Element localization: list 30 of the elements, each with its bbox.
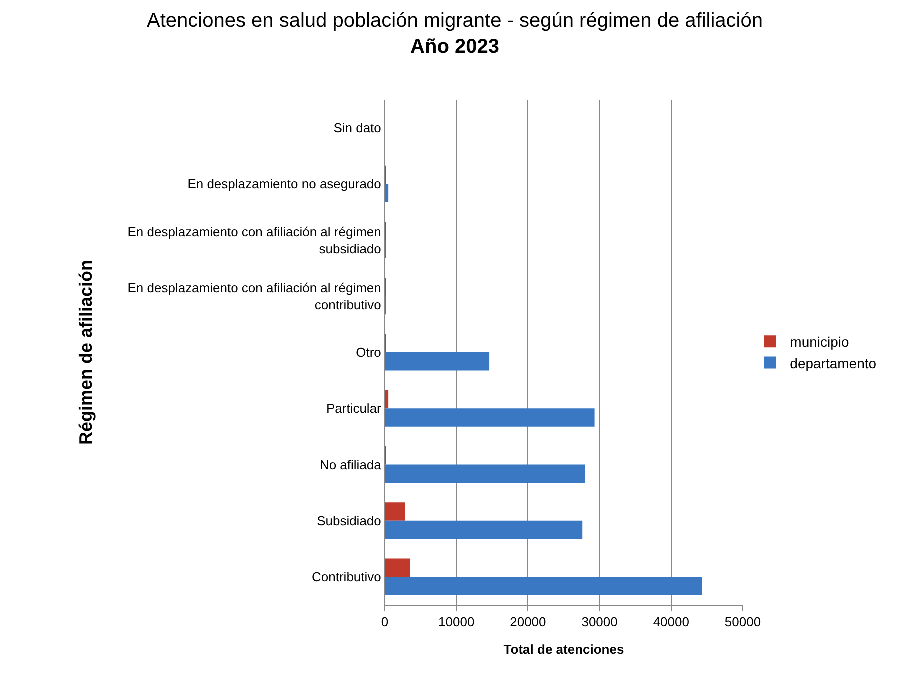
bar bbox=[385, 520, 583, 540]
x-tick-label: 50000 bbox=[724, 614, 762, 630]
bar bbox=[385, 464, 586, 483]
legend-label: departamento bbox=[790, 355, 877, 372]
bar bbox=[385, 352, 490, 371]
y-tick-label: En desplazamiento con afiliación al régimen contributivo bbox=[128, 280, 382, 312]
bar bbox=[385, 576, 702, 596]
bar bbox=[385, 408, 595, 427]
y-tick-label: No afiliada bbox=[320, 457, 382, 472]
y-tick-label: Otro bbox=[356, 345, 382, 360]
y-tick-label: En desplazamiento no asegurado bbox=[188, 176, 382, 192]
y-axis-title: Régimen de afiliación bbox=[76, 260, 96, 446]
y-tick-label: En desplazamiento con afiliación al régimen subsidiado bbox=[128, 224, 382, 256]
legend-label: municipio bbox=[790, 334, 850, 350]
y-tick-label: Sin dato bbox=[334, 120, 382, 136]
x-tick-label: 30000 bbox=[582, 614, 618, 630]
y-tick-label: Particular bbox=[326, 401, 382, 416]
x-tick-label: 40000 bbox=[653, 614, 690, 630]
bar bbox=[385, 558, 410, 577]
x-tick-label: 10000 bbox=[438, 614, 475, 630]
bar bbox=[385, 184, 389, 202]
y-tick-label: Subsidiado bbox=[317, 513, 382, 528]
x-tick-label: 0 bbox=[381, 614, 389, 630]
x-axis-title: Total de atenciones bbox=[504, 642, 624, 657]
x-tick-label: 20000 bbox=[510, 614, 546, 630]
y-tick-label: Contributivo bbox=[312, 569, 382, 584]
chart-subtitle: Año 2023 bbox=[410, 36, 500, 58]
chart-title: Atenciones en salud población migrante - según régimen de afiliación bbox=[147, 10, 763, 32]
bar bbox=[385, 502, 406, 521]
bar bbox=[385, 390, 389, 409]
